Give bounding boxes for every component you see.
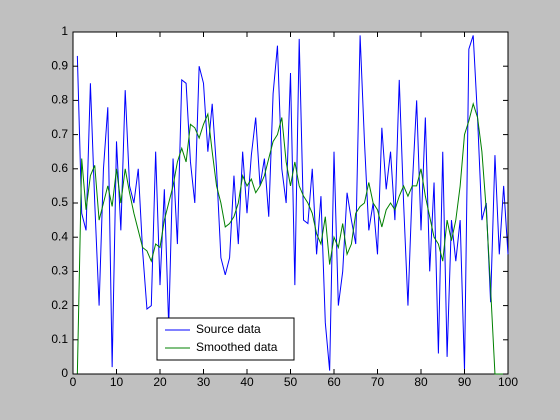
y-tick-label: 0.2 xyxy=(51,298,68,312)
y-tick-label: 0.3 xyxy=(51,264,68,278)
legend-label: Smoothed data xyxy=(196,340,278,354)
x-tick-label: 100 xyxy=(498,375,518,389)
x-tick-label: 50 xyxy=(284,375,298,389)
x-tick-label: 80 xyxy=(414,375,428,389)
x-tick-label: 30 xyxy=(197,375,211,389)
legend-label: Source data xyxy=(196,322,261,336)
y-tick-label: 0.5 xyxy=(51,195,68,209)
x-tick-label: 70 xyxy=(371,375,385,389)
y-tick-label: 0.6 xyxy=(51,161,68,175)
y-tick-label: 0.1 xyxy=(51,332,68,346)
y-tick-label: 0.4 xyxy=(51,229,68,243)
x-tick-label: 10 xyxy=(110,375,124,389)
y-tick-label: 1 xyxy=(61,24,68,38)
plot-area xyxy=(76,35,509,375)
data-line xyxy=(76,35,509,371)
x-tick-label: 20 xyxy=(153,375,167,389)
data-line xyxy=(76,102,508,375)
x-tick-label: 40 xyxy=(240,375,254,389)
y-tick-label: 0.8 xyxy=(51,93,68,107)
y-tick-label: 0 xyxy=(61,366,68,380)
x-tick-label: 60 xyxy=(327,375,341,389)
legend-box xyxy=(156,317,295,361)
y-tick-label: 0.9 xyxy=(51,58,68,72)
y-tick-label: 0.7 xyxy=(51,127,68,141)
x-tick-label: 90 xyxy=(458,375,472,389)
x-tick-label: 0 xyxy=(70,375,77,389)
